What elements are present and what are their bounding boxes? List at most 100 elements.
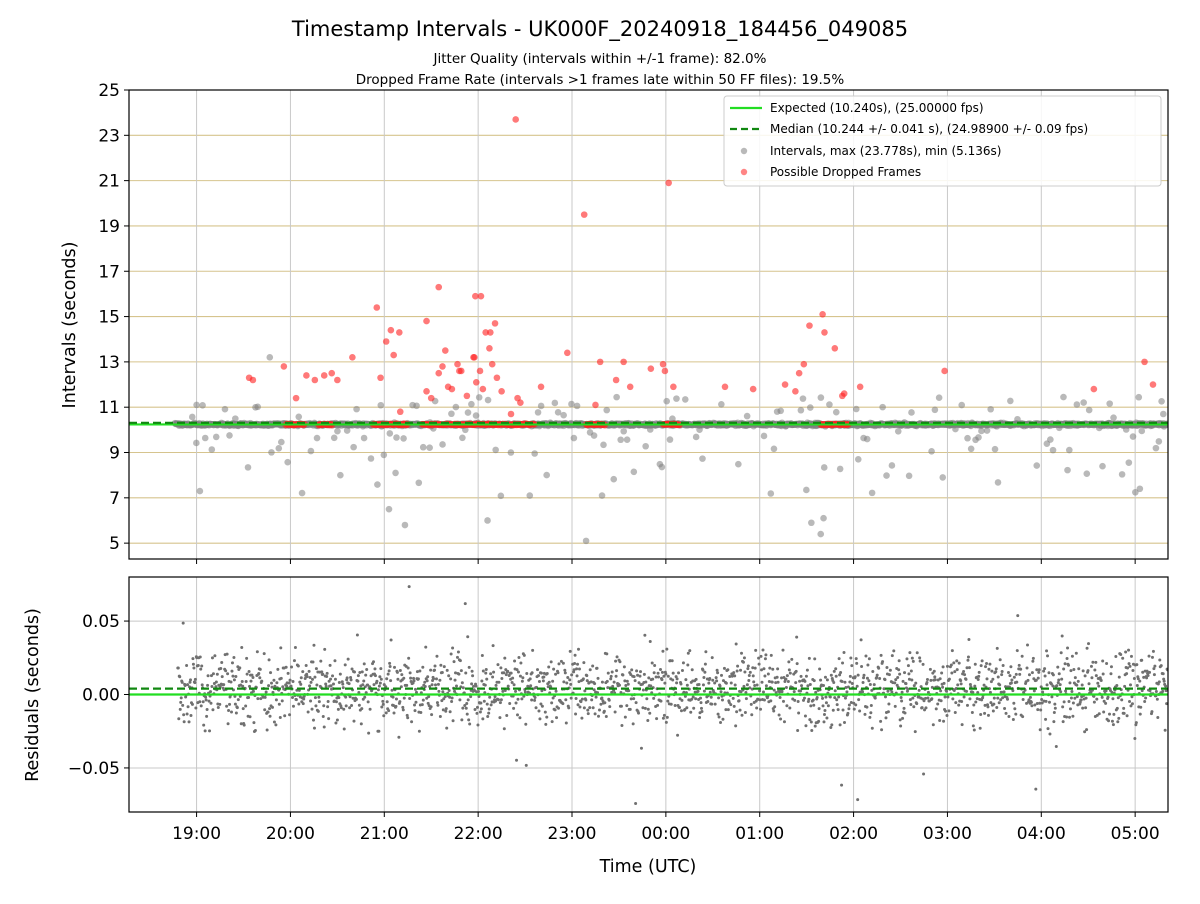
- residual-point: [940, 671, 944, 675]
- residual-point: [1140, 658, 1144, 662]
- interval-point: [275, 445, 283, 452]
- residual-point: [430, 713, 434, 717]
- residual-point: [784, 685, 788, 689]
- residual-point: [306, 710, 310, 714]
- residual-point: [933, 678, 937, 682]
- interval-point: [1110, 414, 1117, 421]
- residual-point: [277, 702, 281, 706]
- dropped-frame-point: [781, 381, 789, 388]
- residual-point: [736, 664, 740, 668]
- residuals-plot-frame: [128, 576, 1169, 813]
- residual-point: [233, 694, 237, 698]
- residual-point: [1052, 710, 1056, 714]
- residual-point: [757, 656, 761, 660]
- residual-point: [884, 716, 888, 720]
- residual-point: [1014, 712, 1018, 716]
- interval-point: [426, 444, 433, 451]
- residual-point: [394, 697, 398, 701]
- residual-point: [769, 699, 773, 703]
- residual-point: [873, 696, 877, 700]
- residual-point: [679, 709, 683, 713]
- x-tick-label: 01:00: [735, 824, 784, 844]
- residual-point: [858, 709, 862, 713]
- interval-point: [696, 426, 703, 433]
- residual-point: [471, 674, 475, 678]
- residual-point: [398, 700, 402, 704]
- residual-point: [177, 717, 181, 721]
- residual-point: [1021, 697, 1025, 701]
- residual-point: [378, 675, 382, 679]
- dropped-frame-point: [471, 354, 478, 361]
- residual-point: [793, 698, 797, 702]
- dropped-frame-point: [1090, 385, 1098, 393]
- residual-point: [438, 678, 442, 682]
- interval-point: [1155, 438, 1163, 445]
- residual-point: [1128, 699, 1132, 703]
- residual-point: [1142, 675, 1146, 679]
- residual-point: [992, 702, 996, 706]
- residual-point: [689, 710, 693, 714]
- residual-point: [985, 662, 989, 666]
- interval-point: [590, 432, 598, 439]
- interval-point: [196, 487, 204, 495]
- residual-point: [658, 668, 662, 672]
- residual-point: [686, 663, 690, 667]
- residual-point: [211, 672, 215, 676]
- residual-point: [384, 711, 388, 715]
- residual-point: [848, 680, 852, 684]
- residual-point: [1095, 697, 1099, 701]
- residual-point: [1094, 674, 1098, 678]
- residual-point: [496, 698, 500, 702]
- residual-point: [342, 727, 346, 731]
- residual-point: [297, 702, 301, 706]
- residual-point: [230, 661, 234, 665]
- residual-point: [293, 646, 297, 650]
- residual-point: [1067, 699, 1071, 703]
- residual-point: [1125, 672, 1129, 676]
- residual-point: [908, 698, 912, 702]
- residual-point: [1036, 708, 1040, 712]
- residual-point: [850, 681, 854, 685]
- dropped-frame-point: [493, 374, 501, 382]
- residual-point: [946, 695, 950, 699]
- residual-point: [759, 654, 763, 658]
- residual-point: [1065, 656, 1069, 660]
- residual-point: [710, 702, 714, 706]
- residual-point: [1013, 707, 1017, 711]
- interval-point: [808, 519, 815, 527]
- residual-point: [484, 667, 488, 671]
- residual-point: [389, 679, 393, 683]
- residual-point: [938, 719, 942, 723]
- residual-point: [405, 683, 409, 687]
- residual-point: [729, 681, 733, 685]
- residual-point: [903, 671, 907, 675]
- residual-point: [381, 699, 385, 703]
- residual-point: [713, 702, 717, 706]
- residual-point: [915, 651, 919, 655]
- intervals-plot-frame: [128, 89, 1169, 560]
- residual-point: [632, 697, 636, 701]
- residual-point: [906, 687, 910, 691]
- residual-point: [770, 680, 774, 684]
- residual-point: [1038, 728, 1042, 732]
- residual-point: [1157, 680, 1161, 684]
- residual-point: [885, 666, 889, 670]
- intervals-y-tick-label: 17: [98, 262, 120, 282]
- dropped-frame-point: [1149, 381, 1157, 388]
- residual-point: [236, 698, 240, 702]
- residual-point: [210, 656, 214, 660]
- dropped-frame-point: [806, 322, 813, 329]
- residual-point: [872, 683, 876, 687]
- residual-point: [204, 698, 208, 702]
- residual-point: [573, 653, 577, 657]
- residual-point: [514, 701, 518, 705]
- dropped-frame-point: [517, 399, 524, 406]
- residual-point: [1124, 650, 1128, 654]
- residual-point: [485, 677, 489, 681]
- residual-point: [1102, 710, 1106, 714]
- residual-point: [245, 656, 249, 660]
- residual-point: [367, 731, 371, 735]
- residual-point: [620, 723, 624, 727]
- residual-point: [999, 698, 1003, 702]
- interval-point: [975, 434, 982, 441]
